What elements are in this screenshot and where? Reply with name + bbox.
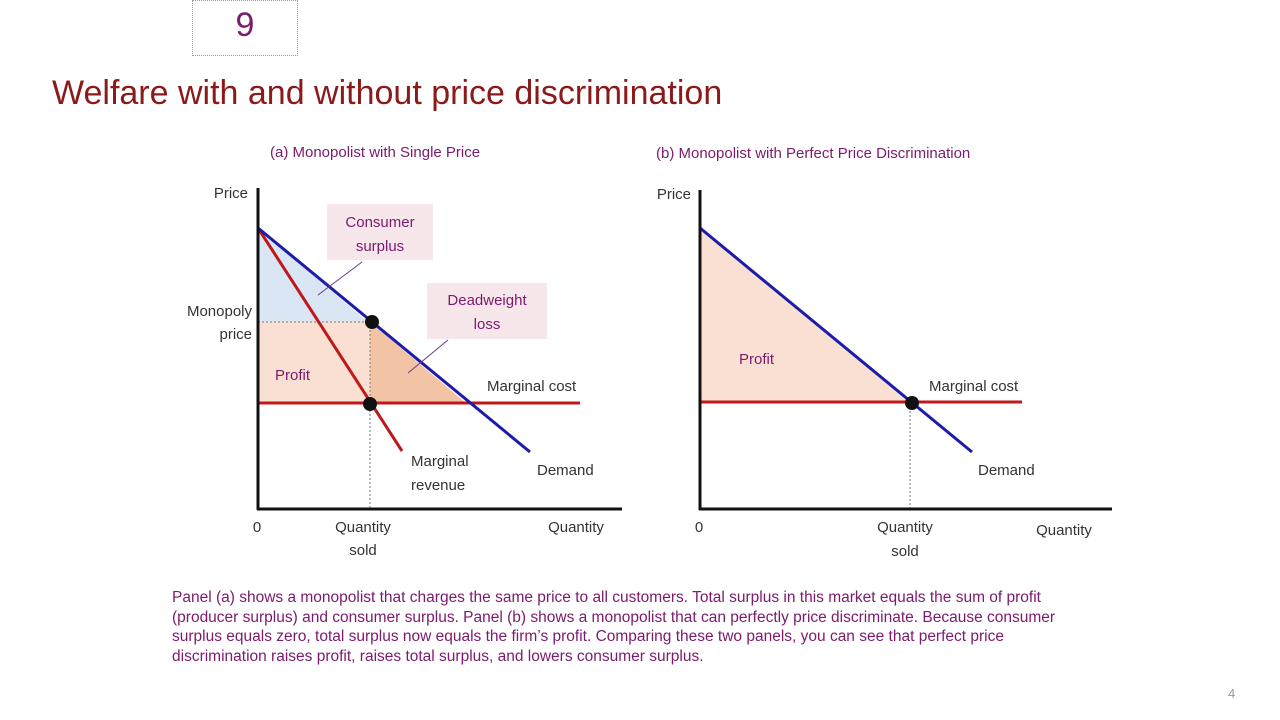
y-axis-label-a: Price — [214, 185, 248, 202]
demand-line-b — [699, 226, 973, 454]
figure-caption: Panel (a) shows a monopolist that charge… — [172, 589, 1056, 665]
deadweight-loss-label-line-1: Deadweight — [447, 292, 527, 309]
profit-area-a — [258, 322, 370, 403]
quantity-sold-label-b-line-1: Quantity — [877, 519, 933, 536]
monopoly-price-label-line-1: Monopoly — [187, 303, 253, 320]
consumer-surplus-pointer — [317, 261, 363, 296]
consumer-surplus-label-line-1: Consumer — [345, 214, 414, 231]
quantity-sold-label-a-line-1: Quantity — [335, 519, 391, 536]
marginal-revenue-label-line-1: Marginal — [411, 453, 469, 470]
x-axis-label-b: Quantity — [1036, 522, 1092, 539]
consumer-surplus-label-line-2: surplus — [356, 238, 404, 255]
profit-label-a: Profit — [275, 367, 311, 384]
origin-label-b: 0 — [695, 519, 703, 536]
origin-label-a: 0 — [253, 519, 261, 536]
monopoly-point — [365, 315, 379, 329]
discrimination-equilibrium-point — [905, 396, 919, 410]
demand-label-a: Demand — [537, 462, 594, 479]
demand-line-a — [257, 226, 531, 454]
deadweight-loss-label-line-2: loss — [474, 316, 501, 333]
marginal-cost-label-a: Marginal cost — [487, 378, 577, 395]
consumer-surplus-label-box — [327, 204, 433, 260]
deadweight-loss-area — [370, 322, 466, 403]
chapter-number-box: 9 — [192, 0, 298, 56]
mr-mc-intersection-point — [363, 397, 377, 411]
page-number: 4 — [1228, 686, 1236, 701]
marginal-revenue-line — [256, 227, 404, 452]
deadweight-loss-pointer — [407, 339, 449, 374]
monopoly-price-label-line-2: price — [219, 326, 252, 343]
chapter-number: 9 — [235, 6, 255, 44]
demand-label-b: Demand — [978, 462, 1035, 479]
panel-a-title: (a) Monopolist with Single Price — [270, 144, 481, 161]
deadweight-loss-label-box — [427, 283, 547, 339]
profit-label-b: Profit — [739, 351, 775, 368]
y-axis-label-b: Price — [657, 186, 691, 203]
x-axis-label-a: Quantity — [548, 519, 604, 536]
panel-b-title: (b) Monopolist with Perfect Price Discri… — [656, 145, 971, 162]
slide-title: Welfare with and without price discrimin… — [52, 74, 723, 112]
quantity-sold-label-b-line-2: sold — [891, 543, 919, 560]
marginal-cost-label-b: Marginal cost — [929, 378, 1019, 395]
quantity-sold-label-a-line-2: sold — [349, 542, 377, 559]
marginal-revenue-label-line-2: revenue — [411, 477, 465, 494]
